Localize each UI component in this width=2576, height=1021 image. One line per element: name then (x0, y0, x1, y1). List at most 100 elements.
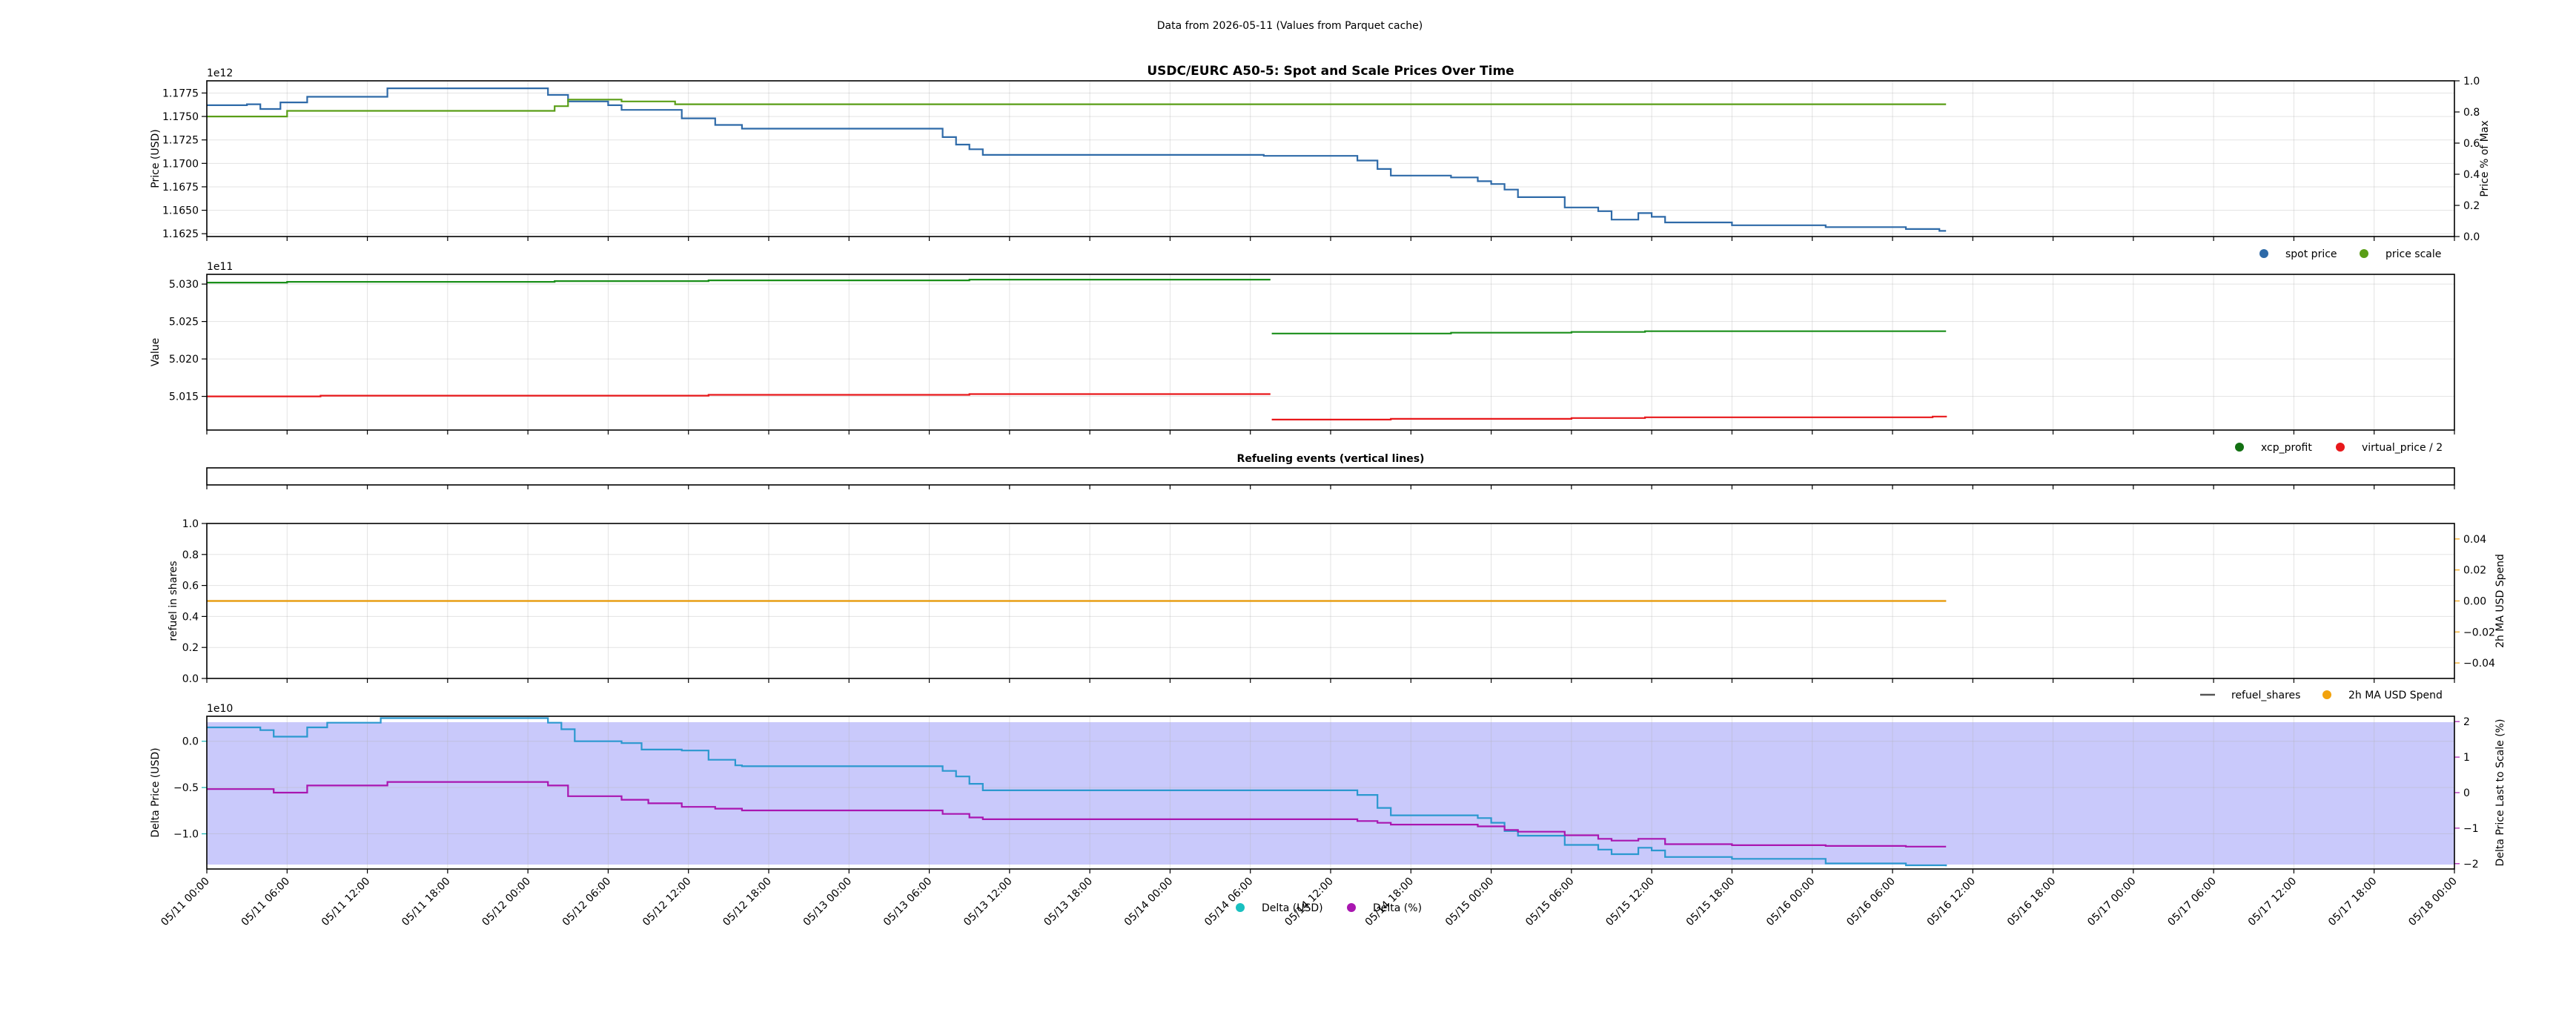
y2-tick-label: 0.6 (2463, 138, 2480, 150)
x-tick-label: 05/12 12:00 (640, 876, 694, 929)
x-tick-label: 05/14 06:00 (1202, 876, 1256, 929)
legend-swatch (2360, 249, 2368, 258)
legend-swatch (2259, 249, 2268, 258)
x-tick-label: 05/17 12:00 (2246, 876, 2299, 929)
y2-tick-label: 0.8 (2463, 107, 2480, 119)
y-tick-label: 1.1700 (162, 158, 199, 170)
y-tick-label: 5.015 (169, 391, 199, 403)
x-tick-label: 05/12 18:00 (721, 876, 774, 929)
y2-tick-label: −1 (2463, 823, 2479, 835)
panel-5: 0.0 −0.5 −1.0 Delta Price (USD) 1e10 2 1 0 −1 −2 D… (150, 703, 2506, 914)
y2-tick-label: 1.0 (2463, 76, 2480, 87)
y2-tick-label: 0.04 (2463, 534, 2486, 546)
series-line (207, 781, 1947, 847)
shaded-region (207, 722, 2454, 865)
y-tick-label: 0.6 (182, 581, 199, 592)
y-tick-label: 1.0 (182, 518, 199, 530)
panel-4: 0.0 0.2 0.4 0.6 0.8 1.0 refuel in shares −0.04 −… (168, 518, 2506, 701)
legend-swatch (2235, 443, 2244, 452)
legend-label: spot price (2285, 248, 2337, 260)
y-tick-label: 0.8 (182, 549, 199, 561)
x-tick-label: 05/12 00:00 (480, 876, 533, 929)
y-axis-label: Delta Price (USD) (150, 747, 162, 837)
x-tick-label: 05/16 00:00 (1764, 876, 1818, 929)
y-tick-label: 5.025 (169, 317, 199, 328)
legend-label: xcp_profit (2261, 442, 2312, 454)
x-tick-label: 05/13 06:00 (881, 876, 935, 929)
y-tick-label: 1.1675 (162, 182, 199, 194)
y2-tick-label: −0.02 (2463, 627, 2495, 638)
y-tick-label: 1.1750 (162, 111, 199, 123)
legend-label: refuel_shares (2231, 690, 2300, 701)
y-axis-label: refuel in shares (168, 561, 179, 641)
x-tick-label: 05/11 00:00 (159, 876, 212, 929)
y-tick-label: 0.0 (182, 736, 199, 748)
panel-2: 5.015 5.020 5.025 5.030 Value 1e11 xcp_profit v… (150, 261, 2455, 454)
y2-tick-label: 0.00 (2463, 596, 2486, 608)
x-tick-label: 05/16 12:00 (1925, 876, 1979, 929)
legend-label: Delta (%) (1373, 902, 1422, 914)
y2-tick-label: 1 (2463, 752, 2470, 764)
legend-swatch (1236, 903, 1245, 912)
y2-tick-label: 0 (2463, 787, 2470, 799)
y-offset-text: 1e10 (207, 703, 233, 715)
x-tick-label: 05/14 00:00 (1122, 876, 1176, 929)
y2-tick-label: 0.0 (2463, 231, 2480, 243)
y-tick-label: 5.030 (169, 279, 199, 291)
y-tick-label: 0.2 (182, 642, 199, 654)
y-offset-text: 1e11 (207, 261, 233, 273)
x-tick-label: 05/17 18:00 (2326, 876, 2380, 929)
x-tick-label: 05/15 00:00 (1443, 876, 1497, 929)
y-tick-label: 1.1775 (162, 87, 199, 99)
x-tick-label: 05/15 06:00 (1523, 876, 1577, 929)
legend-label: Delta (USD) (1262, 902, 1323, 914)
y2-tick-label: 2 (2463, 716, 2470, 728)
plots-layer: 1.1625 1.1650 1.1675 1.1700 1.1725 1.1750 1.17… (150, 64, 2506, 928)
y-tick-label: 1.1625 (162, 228, 199, 240)
y2-axis-label: Price % of Max (2479, 120, 2491, 196)
y2-tick-label: −0.04 (2463, 658, 2495, 670)
x-tick-label: 05/13 00:00 (801, 876, 855, 929)
y2-tick-label: 0.02 (2463, 565, 2486, 577)
panel-1: 1.1625 1.1650 1.1675 1.1700 1.1725 1.1750 1.17… (150, 64, 2491, 260)
x-tick-label: 05/11 06:00 (239, 876, 293, 929)
series-line (207, 393, 1947, 420)
x-tick-label: 05/11 12:00 (319, 876, 373, 929)
legend-swatch (2322, 690, 2331, 699)
panel-3: Refueling events (vertical lines) (206, 453, 2455, 489)
series-line (207, 99, 1947, 118)
y2-tick-label: −2 (2463, 859, 2479, 870)
y-tick-label: −1.0 (173, 829, 199, 841)
y2-tick-label: 0.4 (2463, 169, 2480, 181)
y-offset-text: 1e12 (207, 67, 233, 79)
y2-tick-label: 0.2 (2463, 200, 2480, 212)
y2-axis-label: 2h MA USD Spend (2494, 554, 2506, 648)
x-tick-label: 05/17 06:00 (2165, 876, 2219, 929)
x-tick-label: 05/12 06:00 (560, 876, 614, 929)
series-line (207, 717, 1947, 867)
legend-label: 2h MA USD Spend (2348, 690, 2443, 701)
x-axis-tick-labels: 05/11 00:00 05/11 06:00 05/11 12:00 05/11 1… (159, 876, 2460, 929)
x-tick-label: 05/15 12:00 (1603, 876, 1657, 929)
panel-title: USDC/EURC A50-5: Spot and Scale Prices O… (1147, 64, 1514, 79)
y-tick-label: 5.020 (169, 354, 199, 366)
x-tick-label: 05/16 06:00 (1844, 876, 1898, 929)
x-tick-label: 05/17 00:00 (2085, 876, 2139, 929)
x-tick-label: 05/16 18:00 (2005, 876, 2059, 929)
x-tick-label: 05/13 18:00 (1042, 876, 1095, 929)
figure-suptitle: Data from 2026-05-11 (Values from Parque… (1157, 20, 1423, 32)
legend-label: virtual_price / 2 (2362, 442, 2443, 454)
y-tick-label: −0.5 (173, 782, 199, 794)
x-tick-label: 05/18 00:00 (2406, 876, 2460, 929)
legend-swatch (1347, 903, 1356, 912)
y2-axis-label: Delta Price Last to Scale (%) (2494, 719, 2506, 867)
legend-label: price scale (2385, 248, 2441, 260)
series-line (207, 87, 1947, 232)
x-tick-label: 05/13 12:00 (961, 876, 1015, 929)
panel-title: Refueling events (vertical lines) (1237, 453, 1425, 465)
y-tick-label: 0.0 (182, 673, 199, 685)
legend-swatch (2336, 443, 2345, 452)
y-tick-label: 1.1650 (162, 205, 199, 217)
y-tick-label: 0.4 (182, 611, 199, 623)
